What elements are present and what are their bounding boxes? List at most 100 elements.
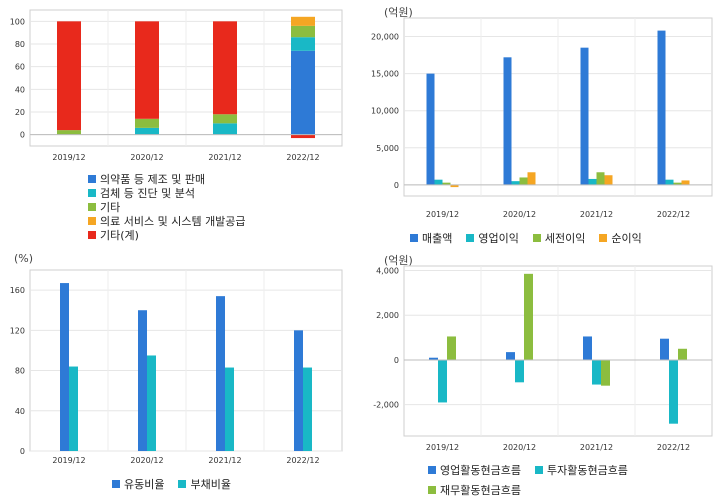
x-tick-label: 2019/12: [426, 210, 459, 219]
legend-swatch: [88, 217, 96, 225]
bar: [665, 179, 674, 185]
bar: [503, 57, 512, 185]
legend-item: 순이익: [599, 230, 642, 246]
legend-swatch: [532, 234, 541, 242]
legend-label: 투자활동현금흐름: [546, 464, 628, 477]
legend-swatch: [88, 175, 96, 183]
y-tick-label: 5,000: [376, 144, 399, 153]
legend-item: 부채비율: [178, 476, 231, 492]
legend-label: 재무활동현금흐름: [440, 484, 521, 497]
bar-segment: [135, 127, 159, 135]
bar: [216, 296, 225, 451]
legend-swatch: [466, 234, 475, 242]
legend-swatch: [534, 466, 543, 474]
unit-label: (%): [14, 252, 34, 265]
bar: [660, 338, 669, 360]
y-tick-label: 0: [20, 447, 25, 456]
y-tick-label: 0: [394, 181, 399, 190]
unit-label: (억원): [384, 6, 413, 19]
grouped-bar-chart: -2,000 0 2,000 4,000 2019/12 2020/12 2021/12 20…: [373, 265, 713, 452]
bar: [527, 172, 536, 185]
bar: [511, 181, 520, 185]
legend-label: 영업이익: [478, 232, 519, 245]
grouped-bar-chart: 0 40 80 120 160 2019/12 2020/12 2021/12 2022/12: [10, 269, 343, 465]
legend-item: 의약품 등 제조 및 판매: [88, 172, 246, 186]
y-tick-label: 15,000: [371, 70, 399, 79]
y-tick-label: 0: [394, 356, 399, 365]
bar: [678, 348, 687, 360]
legend-item: 검체 등 진단 및 분석: [88, 186, 246, 200]
bar: [583, 336, 592, 360]
bar-segment: [213, 114, 237, 124]
legend-label: 기타: [100, 201, 121, 214]
bar: [592, 359, 601, 385]
y-tick-label: 80: [15, 40, 25, 49]
bar: [447, 336, 456, 360]
bar: [138, 310, 147, 451]
bar: [596, 172, 605, 185]
y-tick-label: 0: [20, 131, 25, 140]
bar: [450, 184, 459, 188]
legend-label: 기타(계): [100, 229, 139, 242]
y-tick-label: 60: [15, 63, 25, 72]
x-tick-label: 2022/12: [286, 153, 319, 162]
legend: 매출액 영업이익 세전이익 순이익: [410, 230, 642, 246]
legend-item: 매출액: [410, 230, 452, 246]
legend: 의약품 등 제조 및 판매 검체 등 진단 및 분석 기타 의료 서비스 및 시스템 …: [88, 172, 246, 242]
x-tick-label: 2019/12: [52, 153, 85, 162]
chart-panel-3: (%) 0 40 80 120 160 2019/12 2020/12 2021/12 2022…: [0, 248, 360, 496]
bar: [673, 182, 682, 185]
y-tick-label: 40: [15, 407, 25, 416]
legend-item: 영업이익: [466, 230, 519, 246]
y-tick-label: 20: [15, 108, 25, 117]
x-tick-label: 2022/12: [657, 210, 690, 219]
bar: [669, 359, 678, 424]
bar: [681, 180, 690, 185]
bar: [601, 359, 610, 386]
bar: [515, 359, 524, 383]
legend-swatch: [88, 189, 96, 197]
bar: [225, 367, 234, 451]
x-tick-label: 2021/12: [208, 153, 241, 162]
legend-item: 투자활동현금흐름: [534, 462, 628, 478]
x-tick-label: 2021/12: [580, 443, 613, 452]
x-tick-label: 2022/12: [286, 456, 319, 465]
legend-label: 매출액: [422, 232, 453, 245]
legend-label: 의료 서비스 및 시스템 개발공급: [100, 215, 246, 228]
bar: [588, 178, 597, 185]
y-tick-label: 20,000: [371, 33, 399, 42]
x-tick-label: 2019/12: [426, 443, 459, 452]
bar: [147, 355, 156, 451]
bar: [442, 182, 451, 185]
y-tick-label: 120: [10, 326, 25, 335]
bar: [429, 357, 438, 360]
bar-segment: [57, 130, 81, 135]
y-tick-label: 100: [10, 17, 25, 26]
legend-label: 영업활동현금흐름: [440, 464, 521, 477]
y-tick-label: 10,000: [371, 107, 399, 116]
bar-segment: [57, 21, 81, 131]
legend-label: 검체 등 진단 및 분석: [100, 187, 195, 200]
legend-swatch: [88, 203, 96, 211]
y-tick-label: 160: [10, 286, 25, 295]
legend-swatch: [599, 234, 608, 242]
unit-label: (억원): [384, 254, 413, 267]
legend-item: 재무활동현금흐름: [428, 482, 521, 498]
y-tick-label: 2,000: [376, 311, 399, 320]
chart-panel-4: (억원) -2,000 0 2,000 4,000 2019/12 2020/12 2021…: [360, 248, 720, 498]
bar-segment: [291, 50, 315, 135]
legend-swatch: [410, 234, 418, 242]
legend-label: 순이익: [611, 232, 642, 245]
bar: [604, 175, 613, 185]
chart-panel-2: (억원) 0 5,000 10,000 15,000 20,000 2019/12 2020…: [360, 0, 720, 248]
grouped-bar-chart: 0 5,000 10,000 15,000 20,000 2019/12 2020/12 20…: [371, 17, 713, 219]
legend-item: 기타(계): [88, 228, 246, 242]
legend-swatch: [88, 231, 96, 239]
legend-item: 유동비율: [112, 476, 164, 492]
bar: [303, 367, 312, 451]
bar: [580, 47, 589, 185]
legend-label: 세전이익: [544, 232, 586, 245]
legend-label: 의약품 등 제조 및 판매: [100, 173, 206, 186]
legend: 유동비율 부채비율: [112, 476, 231, 492]
